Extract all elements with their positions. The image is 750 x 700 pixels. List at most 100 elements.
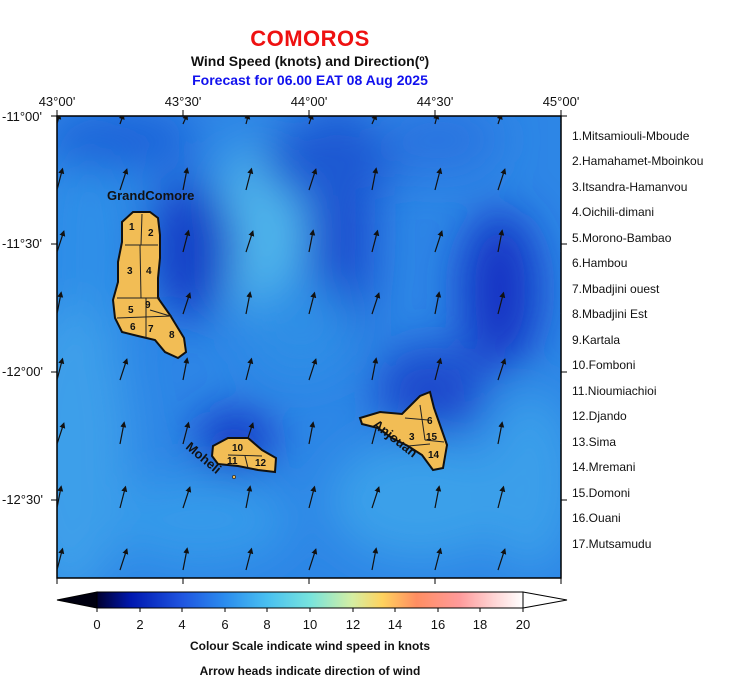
map-title: COMOROS (250, 26, 370, 51)
legend-item-3: 3.Itsandra-Hamanvou (572, 180, 688, 194)
wind-arrow (57, 357, 65, 381)
wind-speed-field (57, 116, 561, 578)
legend-item-14: 14.Mremani (572, 460, 636, 474)
lat-label-11-30: -11°30' (2, 236, 42, 251)
lat-label-12-00: -12°00' (2, 364, 43, 379)
colorbar-tick-20: 20 (515, 617, 531, 632)
colorbar-caption: Colour Scale indicate wind speed in knot… (189, 639, 431, 653)
wind-arrow (308, 229, 316, 253)
svg-text:10: 10 (232, 443, 244, 454)
lon-label-43-30: 43°30' (164, 94, 202, 109)
svg-text:5: 5 (128, 305, 134, 316)
wind-arrow (182, 486, 192, 509)
colorbar-gradient (96, 591, 524, 609)
legend-item-11: 11.Nioumiachioi (572, 384, 657, 398)
wind-arrow (182, 116, 188, 125)
colorbar-tick-0: 0 (93, 617, 101, 632)
wind-arrow (119, 358, 129, 381)
wind-arrow (119, 548, 129, 571)
wind-arrow (433, 116, 440, 125)
wind-arrow (560, 249, 561, 252)
colorbar (56, 591, 568, 612)
wind-arrow (371, 547, 379, 571)
wind-arrow (434, 167, 443, 191)
wind-arrow (497, 358, 507, 381)
svg-text:2: 2 (148, 228, 154, 239)
wind-arrow (371, 486, 381, 509)
wind-arrow (308, 168, 318, 191)
legend-item-10: 10.Fomboni (572, 358, 636, 372)
lat-label-12-30: -12°30' (2, 492, 43, 507)
wind-arrow (371, 229, 380, 253)
lat-label-11-00: -11°00' (2, 109, 42, 124)
wind-arrows (57, 116, 561, 571)
wind-arrow (434, 485, 442, 509)
wind-arrow (245, 485, 253, 509)
svg-text:8: 8 (169, 330, 175, 341)
grande-comore-label: GrandComore (107, 188, 194, 203)
legend-item-8: 8.Mbadjini Est (572, 307, 648, 321)
svg-text:3: 3 (127, 266, 133, 277)
colorbar-tick-8: 8 (263, 617, 271, 632)
wind-arrow (497, 421, 505, 445)
legend-item-12: 12.Djando (572, 409, 627, 423)
svg-text:3: 3 (409, 432, 415, 443)
svg-text:6: 6 (130, 322, 136, 333)
wind-arrow (57, 291, 64, 315)
svg-text:11: 11 (227, 456, 238, 467)
wind-arrow (118, 116, 125, 125)
wind-arrow (119, 485, 128, 509)
wind-arrow (434, 547, 443, 571)
wind-arrow (119, 168, 129, 191)
colorbar-tick-18: 18 (472, 617, 488, 632)
wind-arrow (371, 167, 379, 191)
wind-arrow (182, 357, 190, 381)
legend-item-15: 15.Domoni (572, 486, 631, 500)
lon-label-44-30: 44°30' (416, 94, 454, 109)
wind-arrow (371, 116, 377, 125)
wind-arrow (57, 167, 65, 191)
wind-arrow (308, 548, 318, 571)
wind-arrow (560, 506, 561, 508)
svg-text:1: 1 (129, 222, 135, 233)
svg-text:9: 9 (145, 300, 151, 311)
arrow-caption: Arrow heads indicate direction of wind (199, 664, 421, 678)
svg-text:6: 6 (427, 416, 433, 427)
lon-label-45-00: 45°00' (542, 94, 580, 109)
colorbar-min-triangle (56, 591, 98, 609)
legend-item-6: 6.Hambou (572, 256, 628, 270)
wind-arrow (245, 547, 254, 571)
legend-item-2: 2.Hamahamet-Mboinkou (572, 154, 704, 168)
legend-item-9: 9.Kartala (572, 333, 621, 347)
legend-item-17: 17.Mutsamudu (572, 537, 652, 551)
wind-arrow (371, 292, 381, 315)
legend-item-7: 7.Mbadjini ouest (572, 282, 660, 296)
wind-arrow (245, 167, 254, 191)
legend-item-1: 1.Mitsamiouli-Mboude (572, 129, 690, 143)
wind-arrow (308, 291, 317, 315)
wind-arrow (182, 421, 191, 445)
wind-arrow (497, 485, 506, 509)
legend-item-13: 13.Sima (572, 435, 617, 449)
wind-arrow (560, 312, 561, 314)
wind-arrow (497, 291, 506, 315)
svg-text:7: 7 (148, 324, 154, 335)
wind-arrow (497, 168, 507, 191)
wind-arrow (308, 358, 318, 381)
svg-text:4: 4 (146, 266, 152, 277)
lon-label-43-00: 43°00' (38, 94, 76, 109)
wind-arrow (182, 229, 191, 253)
svg-text:15: 15 (426, 432, 438, 443)
wind-arrow (119, 421, 127, 445)
wind-arrow (57, 116, 62, 125)
wind-arrow (434, 230, 444, 253)
map-subtitle: Wind Speed (knots) and Direction(º) (190, 53, 430, 69)
svg-text:12: 12 (255, 458, 267, 469)
wind-arrow (57, 485, 64, 509)
colorbar-tick-6: 6 (221, 617, 229, 632)
wind-arrow (57, 547, 65, 571)
wind-arrow (245, 357, 254, 381)
wind-arrow (497, 229, 505, 253)
wind-arrow (182, 292, 192, 315)
